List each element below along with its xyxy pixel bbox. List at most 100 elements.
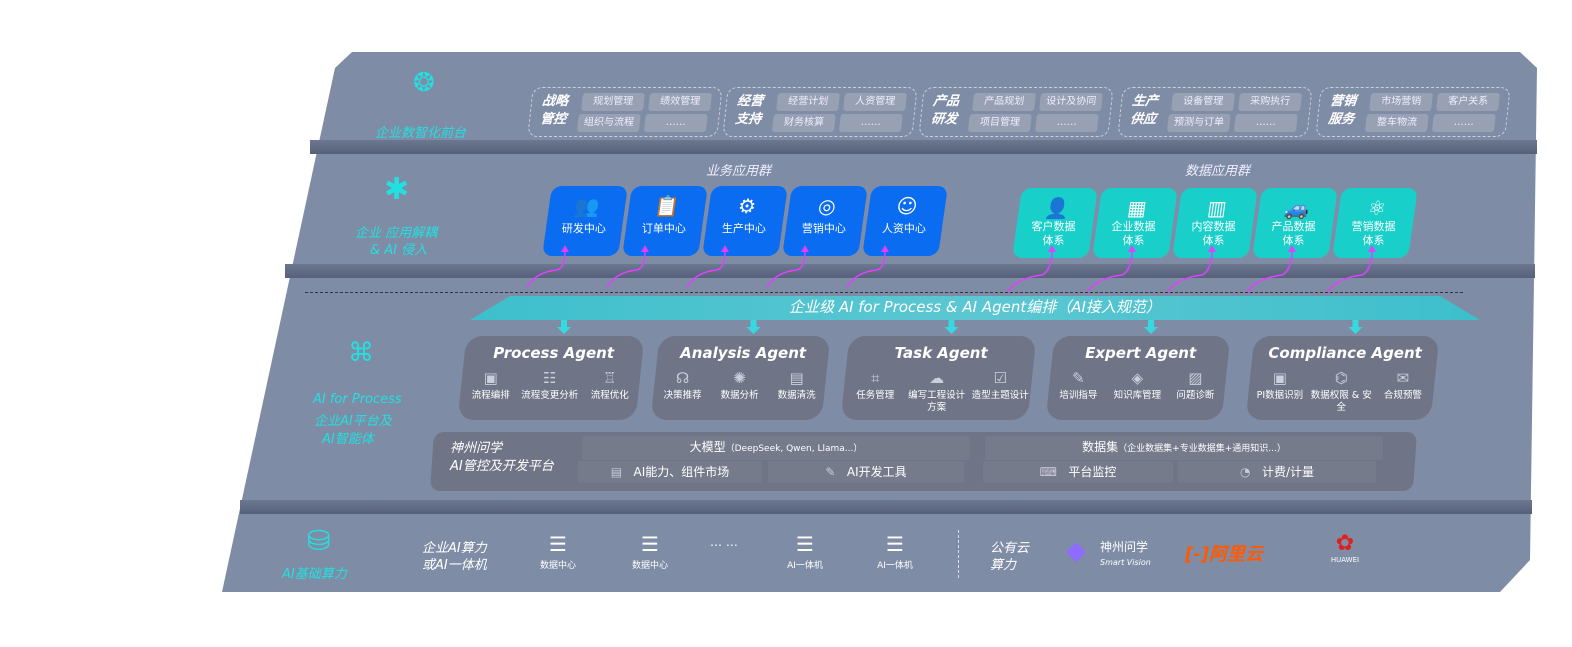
smartvision-logo: 神州问学 Smart Vision — [1100, 540, 1151, 570]
gauge-icon: ◔ — [1240, 465, 1255, 479]
monitor-icon: ⌨ — [1039, 465, 1061, 479]
arrow-head — [721, 245, 729, 252]
connector-arrow — [1326, 249, 1373, 293]
agent-capability[interactable]: ✎ 培训指导 — [1049, 366, 1107, 402]
capability-label: 流程编排 — [471, 390, 510, 401]
capability-icon: ⌬ — [1334, 369, 1348, 387]
enterprise-compute: 企业AI算力 或AI一体机 — [422, 540, 487, 574]
brain-icon: ❂ — [413, 68, 435, 98]
agent-card[interactable]: Expert Agent ✎ 培训指导 ◈ 知识库管理 ▨ 问题诊断 — [1045, 336, 1231, 420]
agent-card[interactable]: Compliance Agent ▣ PI数据识别 ⌬ 数据权限 & 安全 ✉ 合规预警 — [1245, 336, 1440, 420]
agent-capability[interactable]: ⌗ 任务管理 — [844, 366, 906, 402]
agent-capability[interactable]: ✺ 数据分析 — [711, 366, 767, 402]
capability-label: 流程变更分析 — [521, 390, 579, 401]
huawei-text: HUAWEI — [1330, 556, 1360, 564]
enterprise-compute-1: 企业AI算力 — [422, 541, 487, 556]
ai-layer-label-2: 企业AI平台及 — [314, 414, 392, 429]
orchestration-banner: 企业级 AI for Process & AI Agent编排（AI接入规范） — [470, 296, 1480, 320]
dataset-title: 数据集 — [1082, 440, 1119, 454]
tool-dev[interactable]: ✎ AI开发工具 — [768, 461, 964, 483]
dev-tools-icon: ✎ — [825, 465, 840, 479]
tool-market[interactable]: ▤ AI能力、组件市场 — [578, 461, 762, 483]
app-layer-label: 企业 应用解耦 — [355, 226, 438, 241]
capability-label: 任务管理 — [856, 390, 895, 401]
agent-capability[interactable]: ☷ 流程变更分析 — [521, 366, 580, 402]
capability-label: 数据分析 — [720, 390, 759, 401]
tool-monitor[interactable]: ⌨ 平台监控 — [983, 461, 1173, 483]
arrow-head — [1288, 245, 1296, 252]
dashed-divider — [305, 292, 1463, 293]
dataset-bar: 数据集（企业数据集+专业数据集+通用知识...） — [985, 436, 1383, 460]
capability-label: 知识库管理 — [1113, 390, 1161, 401]
arrow-head — [641, 245, 649, 252]
model-bar: 大模型（DeepSeek, Qwen, Llama...） — [582, 436, 970, 460]
smartvision-cn: 神州问学 — [1100, 540, 1149, 554]
connector-arrow — [1006, 249, 1053, 293]
agent-capability[interactable]: ☊ 决策推荐 — [654, 366, 710, 402]
front-layer-label: 企业数智化前台 — [375, 126, 467, 141]
capability-label: 数据权限 & 安全 — [1310, 390, 1372, 413]
server-item: ☰ AI一体机 — [775, 532, 835, 571]
server-label: AI一体机 — [787, 561, 823, 571]
public-cloud: 公有云 算力 — [990, 540, 1029, 574]
capability-label: 造型主题设计 — [971, 390, 1029, 401]
agent-card[interactable]: Analysis Agent ☊ 决策推荐 ✺ 数据分析 ▤ 数据清洗 — [650, 336, 831, 420]
platform-title: 神州问学 AI管控及开发平台 — [450, 440, 554, 476]
dataset-note: （企业数据集+专业数据集+通用知识...） — [1118, 444, 1286, 454]
agent-capability[interactable]: ☁ 编写工程设计方案 — [906, 366, 968, 414]
agent-capability[interactable]: ▣ PI数据识别 — [1249, 366, 1310, 402]
capability-icon: ▣ — [1272, 369, 1287, 387]
platform-title-1: 神州问学 — [450, 441, 503, 456]
agent-capability[interactable]: ♖ 流程优化 — [580, 366, 639, 402]
model-note: （DeepSeek, Qwen, Llama...） — [725, 444, 863, 454]
agent-name: Task Agent — [894, 344, 988, 362]
agent-capability[interactable]: ▣ 流程编排 — [461, 366, 520, 402]
capability-icon: ◈ — [1131, 369, 1143, 387]
agent-card[interactable]: Task Agent ⌗ 任务管理 ☁ 编写工程设计方案 ☑ 造型主题设计 — [840, 336, 1037, 420]
agent-capability[interactable]: ✉ 合规预警 — [1373, 366, 1434, 402]
down-arrow-head — [1348, 327, 1363, 334]
model-title: 大模型 — [689, 440, 726, 454]
ellipsis: … … — [710, 535, 738, 549]
server-icon: ☰ — [796, 532, 814, 556]
agent-capability[interactable]: ▨ 问题诊断 — [1167, 366, 1225, 402]
capability-icon: ▤ — [789, 369, 804, 387]
connector-arrow — [526, 249, 566, 289]
platform-title-2: AI管控及开发平台 — [450, 459, 554, 474]
down-arrow — [1352, 320, 1359, 328]
server-icon: ☰ — [549, 532, 567, 556]
connector-arrow — [766, 249, 806, 289]
agent-capability[interactable]: ⌬ 数据权限 & 安全 — [1310, 366, 1371, 414]
server-icon: ☰ — [641, 532, 659, 556]
layer-divider — [285, 264, 1535, 278]
capability-label: 编写工程设计方案 — [908, 390, 966, 413]
server-item: ☰ 数据中心 — [620, 532, 680, 571]
aliyun-icon: [-] — [1185, 544, 1209, 565]
agent-name: Compliance Agent — [1268, 344, 1422, 362]
agent-capability[interactable]: ◈ 知识库管理 — [1108, 366, 1166, 402]
agent-capability[interactable]: ☑ 造型主题设计 — [969, 366, 1031, 402]
capability-label: 培训指导 — [1059, 390, 1098, 401]
huawei-icon: ✿ — [1335, 531, 1355, 556]
arrow-head — [1368, 245, 1376, 252]
smartvision-logo-icon: ◆ — [1066, 536, 1086, 566]
agent-capability[interactable]: ▤ 数据清洗 — [768, 366, 824, 402]
tool-billing[interactable]: ◔ 计费/计量 — [1178, 461, 1376, 483]
server-icon: ☰ — [886, 532, 904, 556]
server-label: 数据中心 — [539, 561, 576, 571]
connector-arrow — [1246, 249, 1293, 293]
down-arrow — [1148, 320, 1154, 328]
arrow-head — [1208, 245, 1216, 252]
arrow-head — [1048, 245, 1056, 252]
connector-arrow — [686, 249, 726, 289]
ai-layer-label-3: AI智能体 — [322, 432, 374, 447]
arrow-head — [801, 245, 809, 252]
agent-card[interactable]: Process Agent ▣ 流程编排 ☷ 流程变更分析 ♖ 流程优化 — [457, 336, 645, 420]
capability-label: 数据清洗 — [777, 390, 816, 401]
public-cloud-1: 公有云 — [990, 541, 1030, 556]
business-apps-title: 业务应用群 — [706, 164, 772, 179]
connector-arrow — [846, 249, 886, 289]
aliyun-text: 阿里云 — [1208, 544, 1263, 565]
agent-name: Analysis Agent — [680, 344, 807, 362]
tool-label: AI能力、组件市场 — [633, 465, 730, 479]
